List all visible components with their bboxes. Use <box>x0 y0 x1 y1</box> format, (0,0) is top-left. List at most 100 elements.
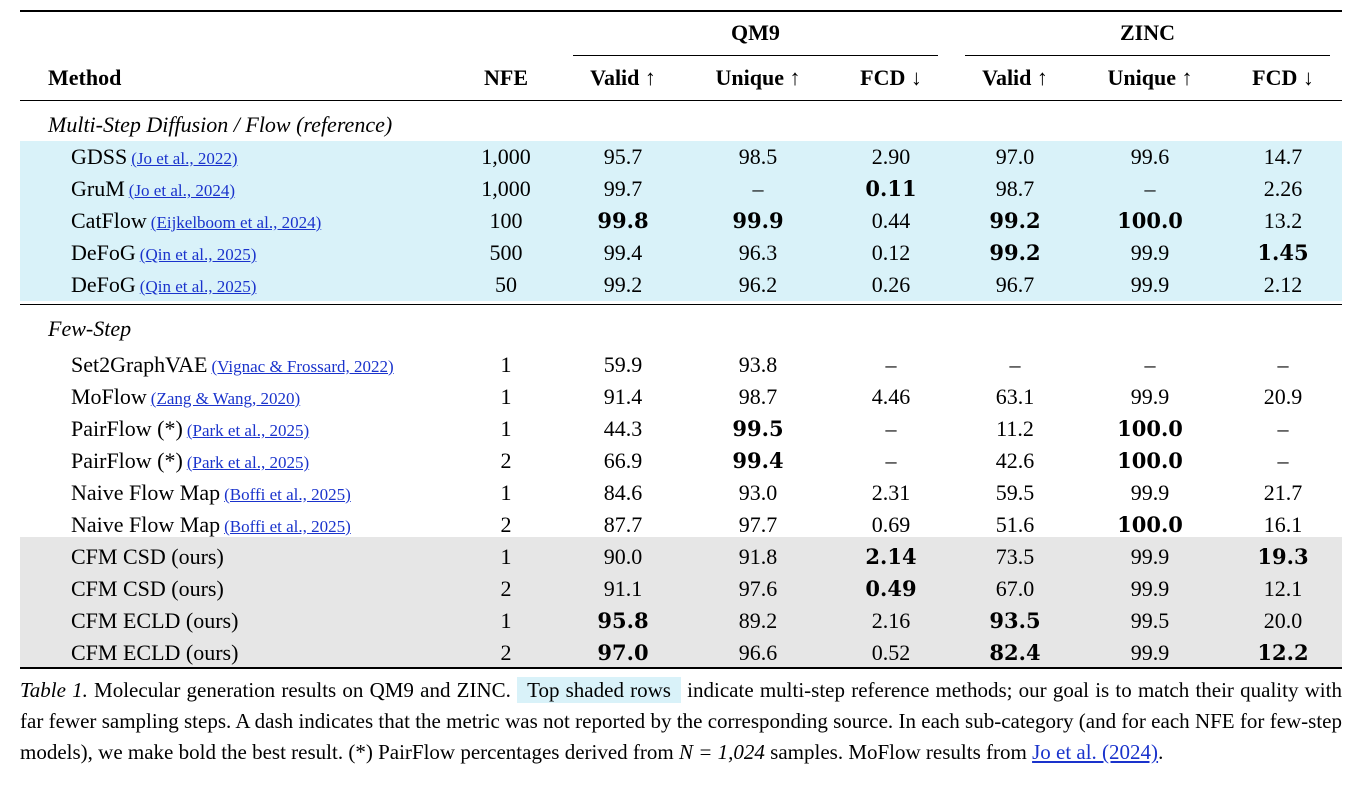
zinc-fcd-cell: – <box>1277 448 1289 473</box>
qm9-unique-header: Unique ↑ <box>715 65 801 90</box>
qm9-valid-cell: 99.8 <box>597 208 649 233</box>
qm9-fcd-cell: – <box>885 416 897 441</box>
qm9-valid-cell: 99.2 <box>603 272 643 297</box>
qm9-fcd-cell: 0.44 <box>871 208 911 233</box>
qm9-unique-cell: 96.2 <box>738 272 778 297</box>
method-cell: GruM (Jo et al., 2024) <box>71 173 235 205</box>
reference-band <box>20 141 1342 301</box>
nfe-cell: 1 <box>500 544 512 569</box>
qm9-fcd-cell: 4.46 <box>871 384 911 409</box>
table-row: DeFoG (Qin et al., 2025) 500 99.4 96.3 0.12 99… <box>20 237 1342 269</box>
zinc-unique-cell: 100.0 <box>1117 512 1183 537</box>
method-cell: MoFlow (Zang & Wang, 2020) <box>71 381 300 413</box>
method-name: DeFoG <box>71 240 136 265</box>
zinc-fcd-cell: 12.2 <box>1257 640 1309 665</box>
qm9-unique-cell: 97.6 <box>738 576 778 601</box>
bottom-rule <box>20 667 1342 669</box>
qm9-valid-cell: 95.8 <box>597 608 649 633</box>
nfe-cell: 100 <box>489 208 523 233</box>
qm9-valid-cell: 91.4 <box>603 384 643 409</box>
caption-citation-link[interactable]: Jo et al. (2024) <box>1032 740 1159 764</box>
qm9-unique-cell: 99.4 <box>732 448 784 473</box>
table-row: GruM (Jo et al., 2024) 1,000 99.7 – 0.11 98.7 –… <box>20 173 1342 205</box>
method-cell: DeFoG (Qin et al., 2025) <box>71 269 256 301</box>
qm9-valid-header: Valid ↑ <box>590 65 656 90</box>
qm9-valid-cell: 95.7 <box>603 144 643 169</box>
method-name: Naive Flow Map <box>71 480 221 505</box>
zinc-unique-cell: 99.9 <box>1130 272 1170 297</box>
table-row: CFM CSD (ours) 2 91.1 97.6 0.49 67.0 99.9 12.1 <box>20 573 1342 605</box>
method-name: GDSS <box>71 144 128 169</box>
method-name: PairFlow (*) <box>71 448 183 473</box>
method-cell: CFM CSD (ours) <box>71 541 224 573</box>
header-rule <box>20 100 1342 101</box>
zinc-valid-cell: 42.6 <box>995 448 1035 473</box>
section-title-few-step: Few-Step <box>48 316 132 341</box>
nfe-cell: 2 <box>500 448 512 473</box>
qm9-fcd-cell: 2.14 <box>865 544 917 569</box>
citation-link[interactable]: (Vignac & Frossard, 2022) <box>211 357 394 376</box>
qm9-unique-cell: 98.5 <box>738 144 778 169</box>
nfe-cell: 1 <box>500 608 512 633</box>
method-cell: CFM ECLD (ours) <box>71 605 238 637</box>
qm9-unique-cell: 93.0 <box>738 480 778 505</box>
top-rule <box>20 10 1342 12</box>
citation-link[interactable]: (Boffi et al., 2025) <box>224 485 351 504</box>
qm9-valid-cell: 99.7 <box>603 176 643 201</box>
zinc-group-header: ZINC <box>1119 20 1175 45</box>
zinc-fcd-header: FCD ↓ <box>1252 65 1314 90</box>
method-name: PairFlow (*) <box>71 416 183 441</box>
qm9-unique-cell: 93.8 <box>738 352 778 377</box>
citation-link[interactable]: (Park et al., 2025) <box>186 453 310 472</box>
qm9-fcd-cell: – <box>885 448 897 473</box>
citation-link[interactable]: (Jo et al., 2022) <box>131 149 238 168</box>
table-row: DeFoG (Qin et al., 2025) 50 99.2 96.2 0.26 96.… <box>20 269 1342 301</box>
qm9-fcd-cell: 2.16 <box>871 608 911 633</box>
citation-link[interactable]: (Park et al., 2025) <box>186 421 310 440</box>
table-row: Naive Flow Map (Boffi et al., 2025) 1 84.6 9… <box>20 477 1342 509</box>
method-cell: PairFlow (*) (Park et al., 2025) <box>71 413 309 445</box>
qm9-valid-cell: 91.1 <box>603 576 643 601</box>
method-cell: PairFlow (*) (Park et al., 2025) <box>71 445 309 477</box>
citation-link[interactable]: (Qin et al., 2025) <box>139 245 257 264</box>
caption-highlight: Top shaded rows <box>517 677 681 703</box>
zinc-fcd-cell: 12.1 <box>1263 576 1303 601</box>
method-cell: CFM ECLD (ours) <box>71 637 238 669</box>
zinc-unique-cell: 99.9 <box>1130 384 1170 409</box>
zinc-unique-header: Unique ↑ <box>1107 65 1193 90</box>
table-row: CatFlow (Eijkelboom et al., 2024) 100 99.8 9… <box>20 205 1342 237</box>
zinc-unique-cell: 99.9 <box>1130 640 1170 665</box>
zinc-valid-cell: 59.5 <box>995 480 1035 505</box>
nfe-cell: 2 <box>500 640 512 665</box>
zinc-valid-cell: – <box>1009 352 1021 377</box>
citation-link[interactable]: (Eijkelboom et al., 2024) <box>150 213 322 232</box>
zinc-valid-cell: 99.2 <box>989 208 1041 233</box>
caption-label: Table 1. <box>20 678 88 702</box>
nfe-column-header: NFE <box>484 65 528 90</box>
zinc-fcd-cell: 19.3 <box>1257 544 1309 569</box>
nfe-cell: 2 <box>500 576 512 601</box>
section-rule <box>20 304 1342 305</box>
zinc-unique-cell: 100.0 <box>1117 448 1183 473</box>
zinc-valid-cell: 73.5 <box>995 544 1035 569</box>
qm9-valid-cell: 87.7 <box>603 512 643 537</box>
caption-text-1: Molecular generation results on QM9 and … <box>87 678 518 702</box>
citation-link[interactable]: (Boffi et al., 2025) <box>224 517 351 536</box>
qm9-fcd-cell: 0.69 <box>871 512 911 537</box>
citation-link[interactable]: (Jo et al., 2024) <box>128 181 236 200</box>
method-name: CFM ECLD (ours) <box>71 608 239 633</box>
nfe-cell: 500 <box>489 240 523 265</box>
caption-math: N = 1,024 <box>678 740 765 764</box>
method-cell: Naive Flow Map (Boffi et al., 2025) <box>71 509 351 541</box>
qm9-fcd-cell: 0.52 <box>871 640 911 665</box>
table-row: CFM CSD (ours) 1 90.0 91.8 2.14 73.5 99.9 19.3 <box>20 541 1342 573</box>
table-row: GDSS (Jo et al., 2022) 1,000 95.7 98.5 2.90 97… <box>20 141 1342 173</box>
citation-link[interactable]: (Qin et al., 2025) <box>139 277 257 296</box>
table-row: MoFlow (Zang & Wang, 2020) 1 91.4 98.7 4.46 63… <box>20 381 1342 413</box>
citation-link[interactable]: (Zang & Wang, 2020) <box>150 389 301 408</box>
qm9-unique-cell: 98.7 <box>738 384 778 409</box>
qm9-fcd-cell: 0.11 <box>865 176 917 201</box>
zinc-fcd-cell: – <box>1277 416 1289 441</box>
zinc-fcd-cell: – <box>1277 352 1289 377</box>
zinc-valid-cell: 67.0 <box>995 576 1035 601</box>
